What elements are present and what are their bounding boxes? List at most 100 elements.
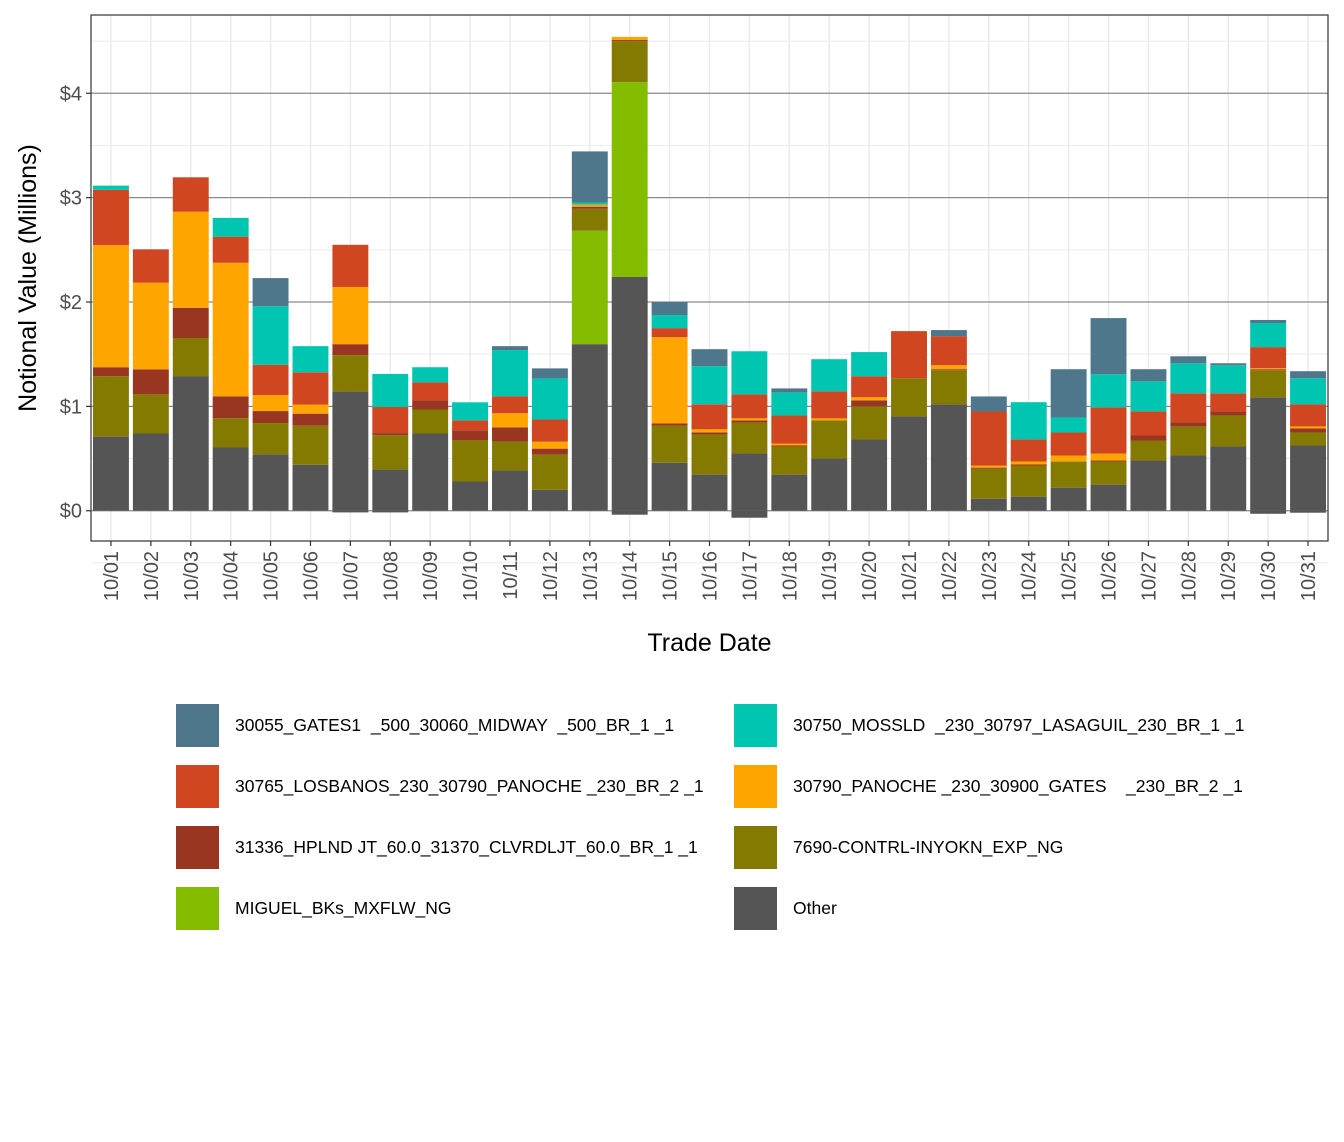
bar-segment	[1210, 365, 1247, 394]
legend-item: 30790_PANOCHE _230_30900_GATES _230_BR_2…	[734, 765, 1243, 808]
x-tick-label: 10/24	[1019, 551, 1041, 601]
bar-segment	[1090, 453, 1127, 461]
bar-segment	[531, 448, 568, 455]
bar-segment	[571, 230, 608, 345]
bar-segment	[691, 366, 728, 405]
legend-label: 30750_MOSSLD _230_30797_LASAGUIL_230_BR_…	[793, 715, 1245, 735]
bar-segment	[252, 411, 289, 424]
bar-segment	[1090, 484, 1127, 511]
bar-segment	[252, 278, 289, 307]
bar-segment	[930, 404, 967, 511]
bar-segment	[930, 369, 967, 371]
x-tick-label: 10/28	[1178, 551, 1200, 601]
bar-segment	[492, 396, 528, 414]
bar-segment	[930, 365, 967, 370]
bar-segment	[571, 204, 608, 207]
bar-segment	[970, 465, 1007, 468]
bar-segment	[1090, 461, 1127, 485]
y-tick-label: $0	[60, 501, 82, 523]
bar-segment	[1130, 411, 1167, 436]
x-tick-label: 10/13	[580, 551, 602, 601]
x-tick-label: 10/15	[660, 551, 682, 601]
legend-key	[176, 887, 219, 930]
bar-segment	[1290, 426, 1327, 429]
bar-segment	[611, 82, 648, 277]
x-tick-label: 10/18	[779, 551, 801, 601]
bar-segment	[771, 415, 808, 444]
bar-segment	[492, 346, 528, 351]
bar-segment	[172, 211, 209, 308]
bar-segment	[811, 391, 848, 419]
legend-key	[734, 887, 777, 930]
bar-segment	[452, 481, 489, 511]
bar-segment	[930, 330, 967, 337]
bar-segment	[92, 367, 129, 377]
bar-segment	[132, 282, 169, 370]
bar-segment	[571, 344, 608, 511]
bar-segment	[412, 400, 449, 410]
bar-segment	[332, 391, 369, 511]
legend-item: 31336_HPLND JT_60.0_31370_CLVRDLJT_60.0_…	[176, 826, 698, 869]
x-tick-label: 10/20	[859, 551, 881, 601]
bar-segment	[891, 416, 927, 511]
bar-segment	[531, 368, 568, 379]
bar-segment	[970, 411, 1007, 466]
x-tick-label: 10/06	[300, 551, 322, 601]
bar-segment	[492, 413, 528, 428]
bar-segment	[1090, 407, 1127, 454]
bar-segment	[851, 352, 888, 377]
bar-segment	[292, 372, 329, 405]
bar-segment	[1250, 322, 1287, 348]
bar-segment	[1250, 347, 1287, 369]
bar-segment	[92, 436, 129, 511]
bar-segment	[172, 177, 209, 212]
bar-segment	[1130, 381, 1167, 412]
bar-segment	[1170, 363, 1207, 394]
y-tick-label: $2	[60, 292, 82, 314]
bar-segment	[851, 397, 888, 401]
x-tick-label: 10/07	[340, 551, 362, 601]
bar-segment	[372, 433, 409, 436]
bar-segment	[172, 338, 209, 377]
bar-segment	[1130, 440, 1167, 461]
bar-segment	[1010, 439, 1047, 462]
x-tick-label: 10/03	[181, 551, 203, 601]
bar-segment	[1170, 455, 1207, 511]
bar-segment	[1090, 374, 1127, 408]
x-tick-label: 10/25	[1059, 551, 1081, 601]
bar-segment	[811, 420, 848, 459]
bar-segment	[811, 418, 848, 421]
bar-segment	[1090, 318, 1127, 375]
legend-item: Other	[734, 887, 837, 930]
bar-segment	[1290, 404, 1327, 427]
bar-segment	[1130, 435, 1167, 441]
bar-segment	[212, 396, 249, 419]
bar-segment	[970, 396, 1007, 412]
x-axis-title: Trade Date	[647, 629, 771, 657]
bar-segment	[1210, 446, 1247, 511]
bar-segment	[372, 435, 409, 470]
legend-label: MIGUEL_BKs_MXFLW_NG	[235, 898, 452, 918]
bar-segment	[891, 378, 927, 417]
bar-segment	[571, 206, 608, 209]
bar-segment	[332, 344, 369, 356]
legend-label: 30055_GATES1 _500_30060_MIDWAY _500_BR_1…	[235, 715, 675, 735]
bar-segment	[372, 469, 409, 511]
x-tick-label: 10/14	[620, 551, 642, 601]
legend-item: 30750_MOSSLD _230_30797_LASAGUIL_230_BR_…	[734, 704, 1244, 747]
bar-segment	[1250, 370, 1287, 398]
y-tick-label: $4	[60, 83, 82, 105]
legend-key	[176, 826, 219, 869]
bar-segment	[92, 245, 129, 368]
legend-label: Other	[793, 898, 837, 918]
bar-segment	[531, 441, 568, 449]
x-tick-label: 10/26	[1099, 551, 1121, 601]
bar-segment	[731, 418, 768, 421]
bar-segment	[172, 307, 209, 339]
bar-segment	[930, 336, 967, 366]
bar-segment	[452, 440, 489, 482]
bar-segment	[1010, 461, 1047, 465]
bar-segment	[212, 217, 249, 237]
bar-segment	[292, 425, 329, 465]
bar-segment	[811, 458, 848, 511]
